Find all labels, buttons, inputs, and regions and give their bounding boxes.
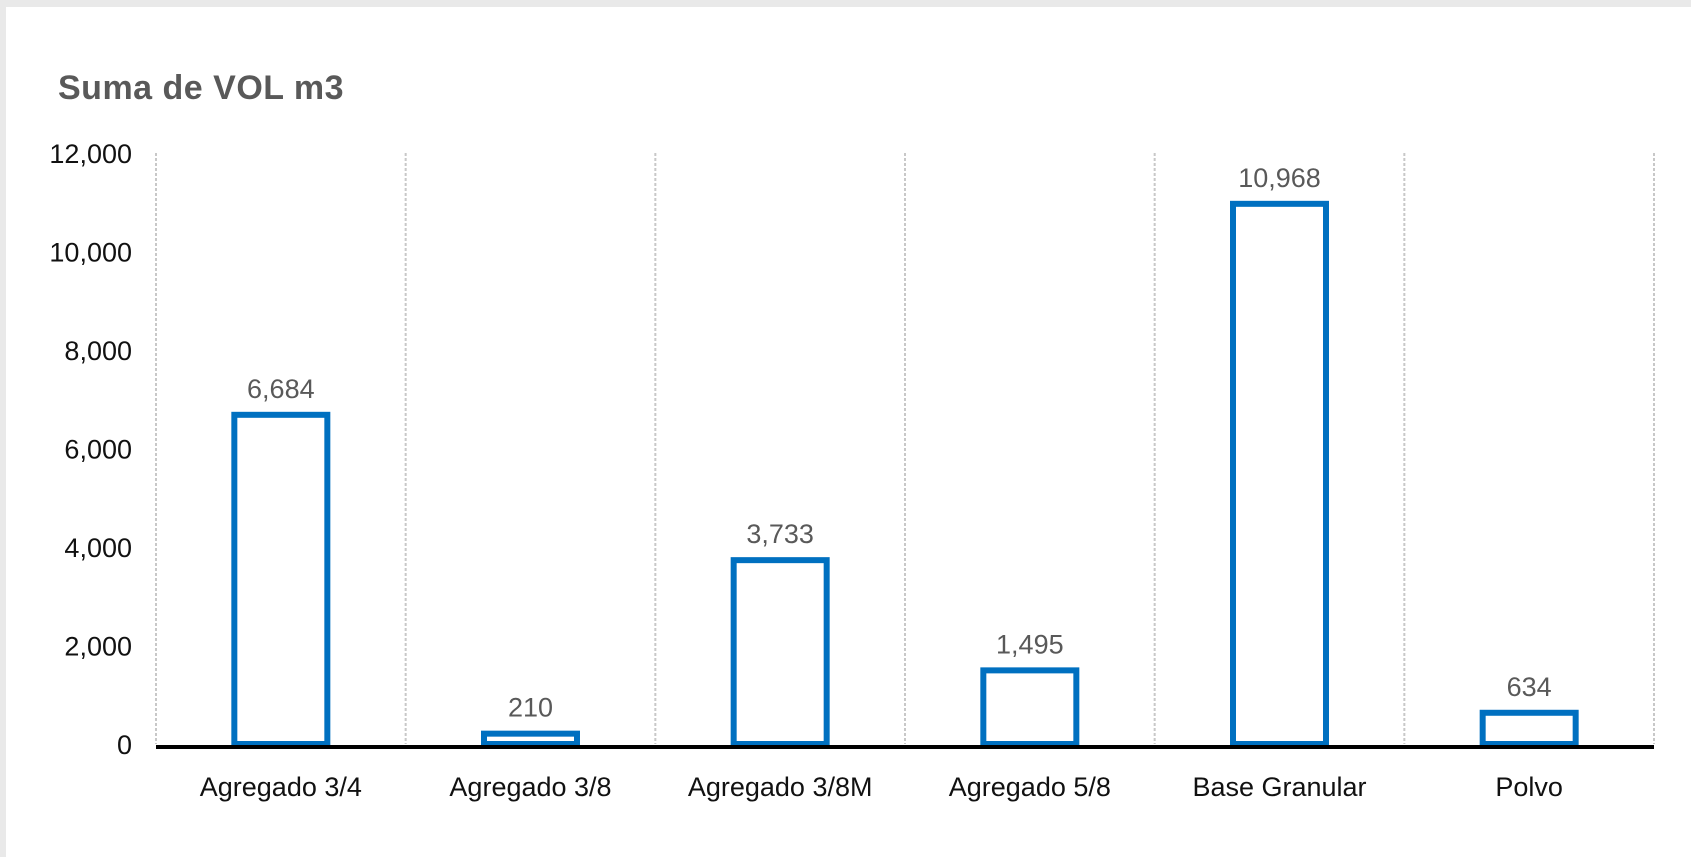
x-tick-label: Agregado 3/4 <box>200 772 362 802</box>
chart-frame: Suma de VOL m3 0 2,000 4,000 6,000 8,000 10,0… <box>6 7 1691 857</box>
data-label: 10,968 <box>1238 163 1321 193</box>
y-tick-label: 8,000 <box>64 336 132 366</box>
y-tick-label: 4,000 <box>64 533 132 563</box>
x-tick-label: Agregado 3/8M <box>688 772 873 802</box>
bar <box>980 667 1080 748</box>
chart-title: Suma de VOL m3 <box>58 69 344 107</box>
y-tick-label: 12,000 <box>49 139 132 169</box>
data-label: 3,733 <box>746 519 814 549</box>
bar <box>1479 709 1579 748</box>
x-tick-label: Agregado 5/8 <box>949 772 1111 802</box>
bar <box>1230 200 1329 748</box>
y-tick-label: 2,000 <box>64 632 132 662</box>
y-tick-label: 0 <box>117 730 132 760</box>
x-tick-label: Polvo <box>1495 772 1563 802</box>
y-tick-label: 10,000 <box>49 238 132 268</box>
data-labels: 6,684 210 3,733 1,495 10,968 634 <box>247 163 1552 723</box>
y-tick-label: 6,000 <box>64 435 132 465</box>
x-tick-label: Agregado 3/8 <box>449 772 611 802</box>
data-label: 6,684 <box>247 374 315 404</box>
bars <box>231 200 1579 748</box>
x-axis-ticks: Agregado 3/4 Agregado 3/8 Agregado 3/8M Agr… <box>200 772 1563 802</box>
data-label: 1,495 <box>996 629 1064 659</box>
bar <box>730 557 830 748</box>
bar <box>231 411 331 747</box>
bar <box>481 730 580 747</box>
gridlines <box>155 153 1655 744</box>
chart-canvas: Suma de VOL m3 0 2,000 4,000 6,000 8,000 10,0… <box>49 69 1655 802</box>
data-label: 210 <box>508 693 553 723</box>
y-axis-ticks: 0 2,000 4,000 6,000 8,000 10,000 12,000 <box>49 139 132 760</box>
data-label: 634 <box>1507 672 1552 702</box>
x-tick-label: Base Granular <box>1192 772 1366 802</box>
